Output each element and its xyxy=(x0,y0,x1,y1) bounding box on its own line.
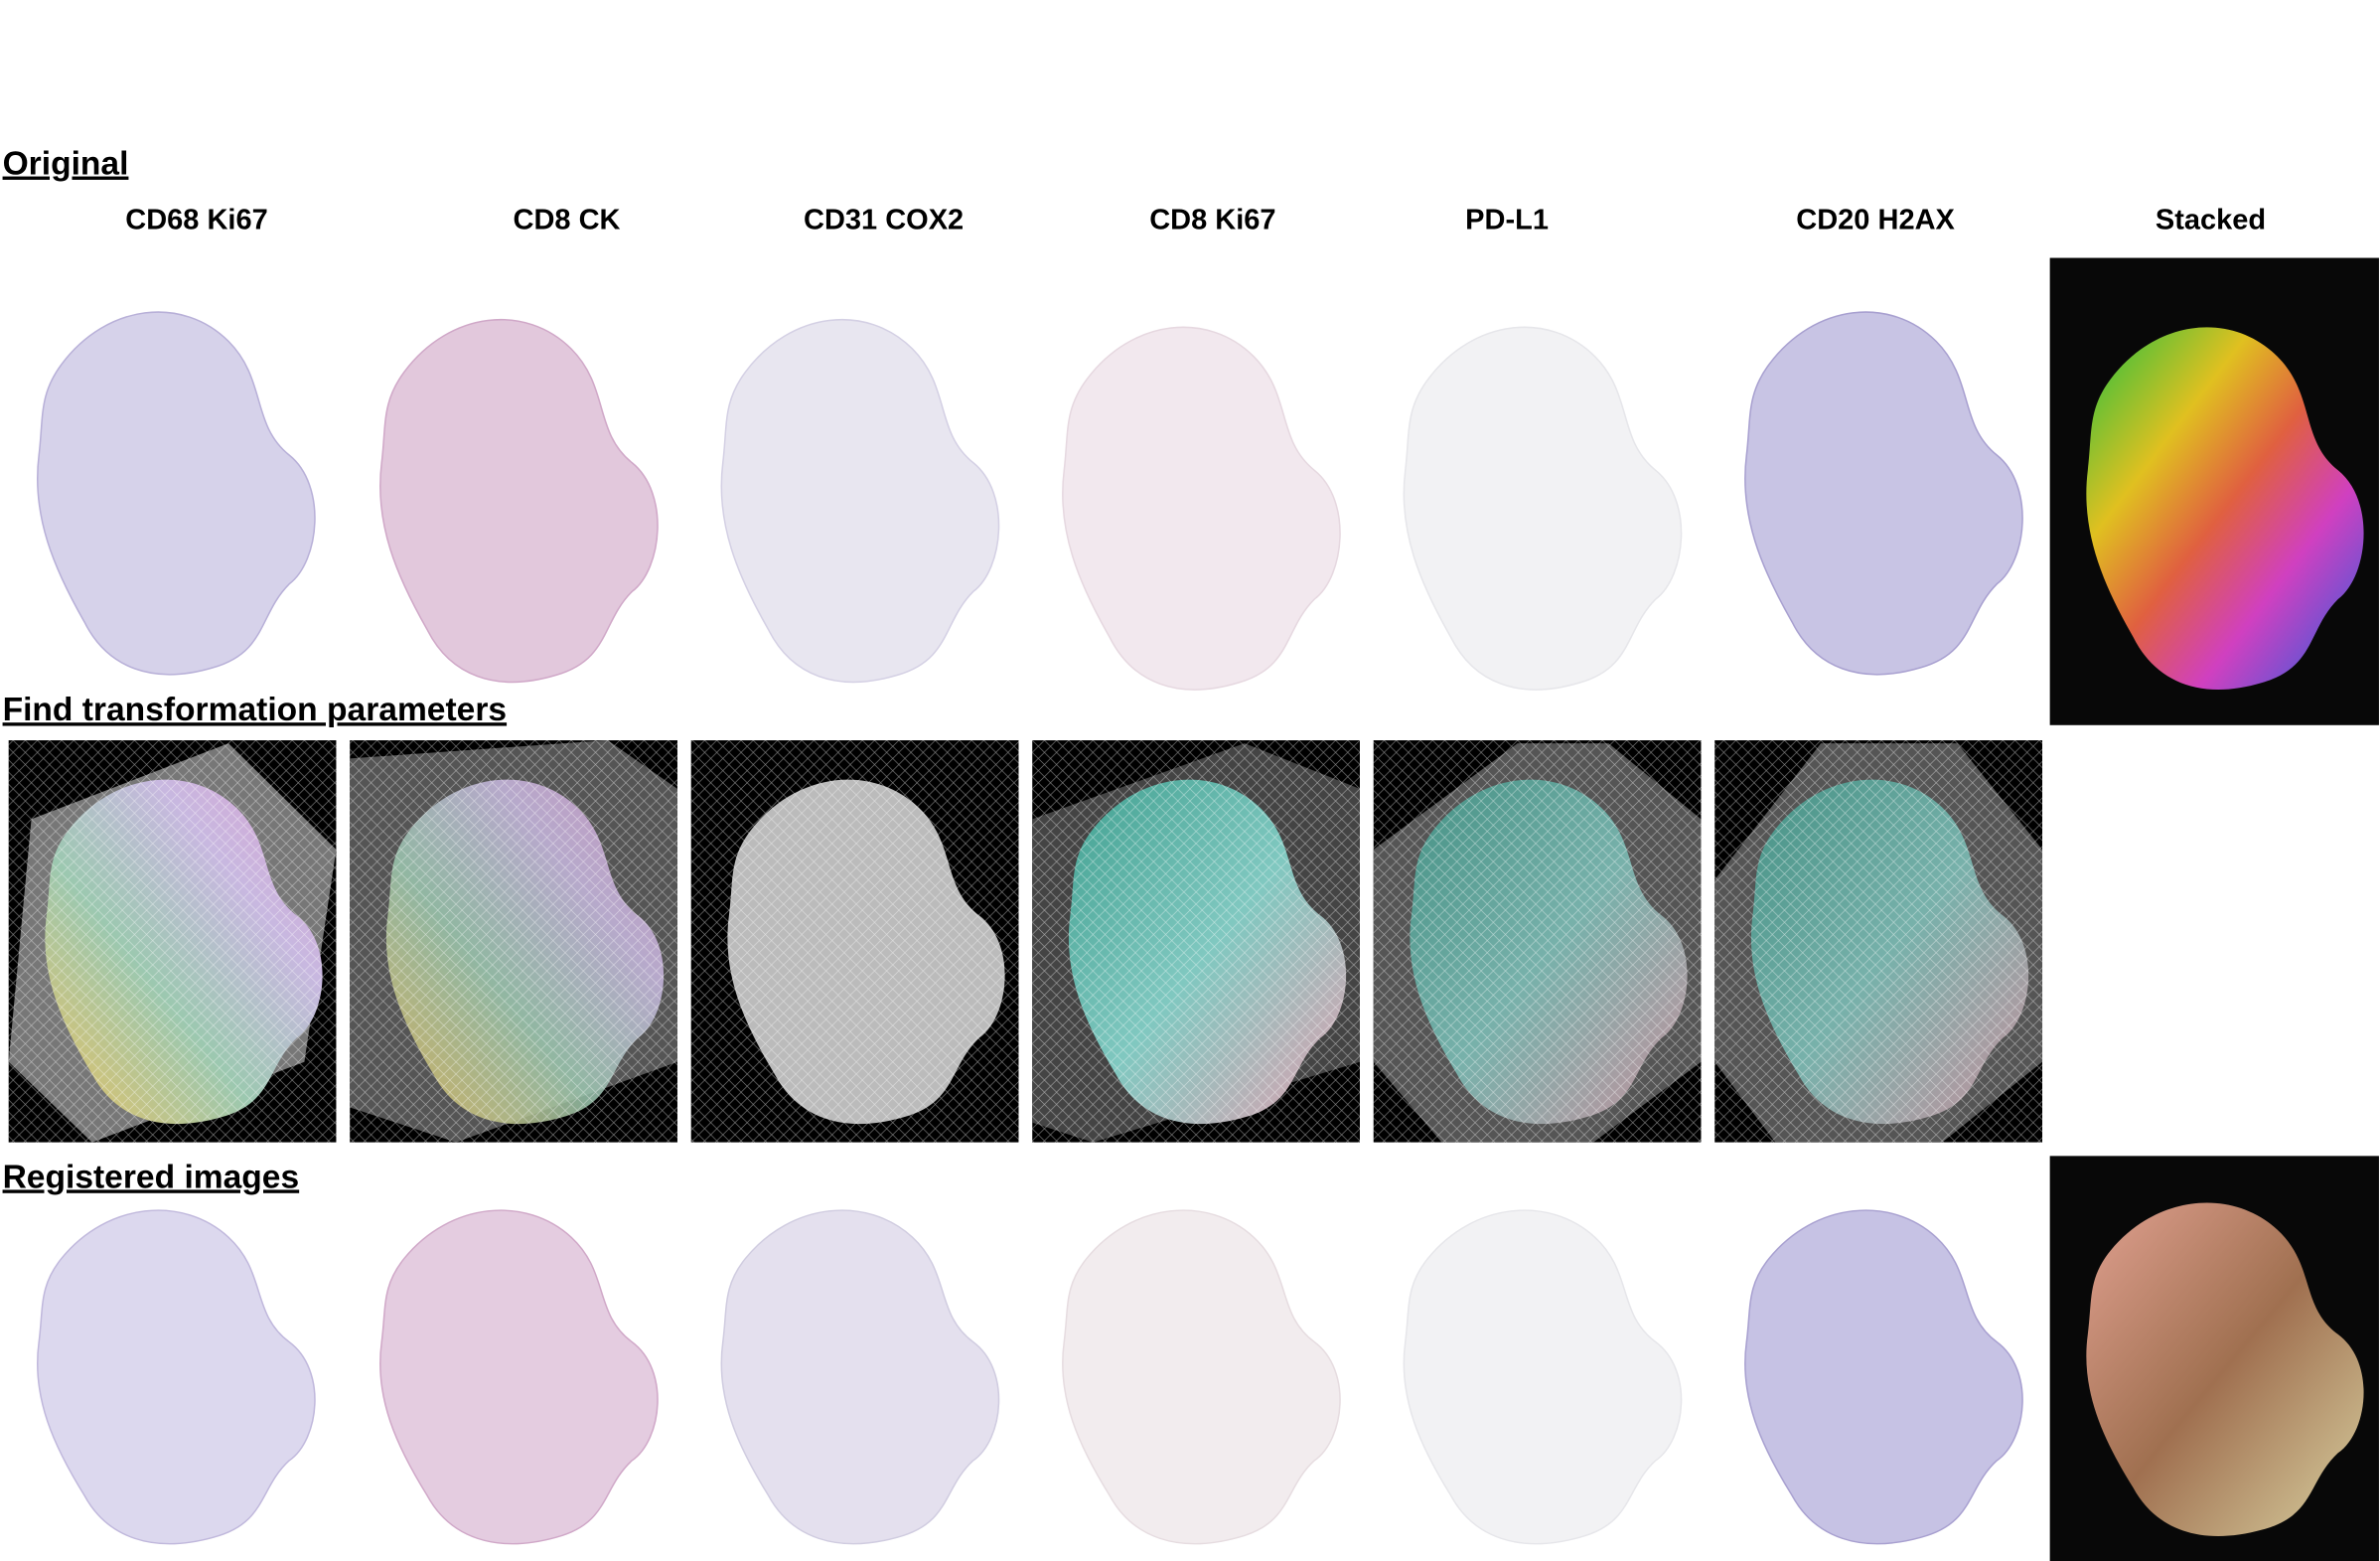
mesh xyxy=(1714,740,2043,1143)
tissue-image xyxy=(1744,1209,2023,1545)
tissue-image xyxy=(36,311,316,676)
section-title: Registered images xyxy=(3,1159,300,1195)
column-label: CD31 COX2 xyxy=(804,205,964,236)
tissue-image xyxy=(36,1209,316,1545)
column-label: CD68 Ki67 xyxy=(125,205,267,236)
tissue-image xyxy=(720,318,1000,684)
mesh xyxy=(1032,740,1360,1143)
column-label: CD8 CK xyxy=(514,205,621,236)
tissue-image xyxy=(379,318,659,684)
mesh xyxy=(690,740,1019,1143)
tissue-image xyxy=(1744,311,2023,676)
section-title: Find transformation parameters xyxy=(3,692,508,728)
section-title: Original xyxy=(3,146,129,183)
transformation-images xyxy=(8,740,2043,1143)
tissue-image xyxy=(1403,1209,1683,1545)
tissue-image xyxy=(720,1209,1000,1545)
column-label: CD8 Ki67 xyxy=(1149,205,1275,236)
tissue-image xyxy=(379,1209,659,1545)
mesh xyxy=(350,740,677,1143)
column-label: Stacked xyxy=(2156,205,2266,236)
original-images xyxy=(36,257,2379,725)
column-label: PD-L1 xyxy=(1465,205,1549,236)
registered-images xyxy=(36,1156,2379,1561)
mesh xyxy=(1373,740,1702,1143)
column-label: CD20 H2AX xyxy=(1796,205,1955,236)
tissue-image xyxy=(1062,326,1341,691)
mesh xyxy=(8,740,337,1143)
tissue-image xyxy=(1062,1209,1341,1545)
tissue-image xyxy=(1403,326,1683,691)
